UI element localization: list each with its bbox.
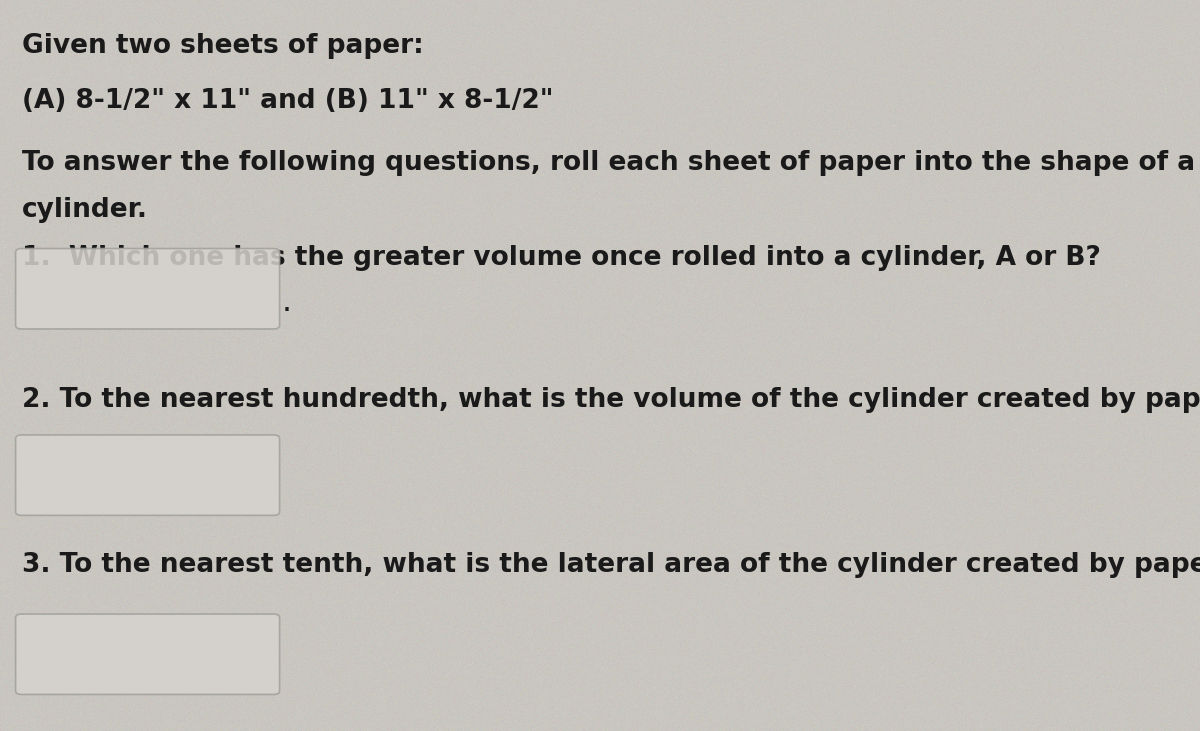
Text: 3. To the nearest tenth, what is the lateral area of the cylinder created by pap: 3. To the nearest tenth, what is the lat…	[22, 552, 1200, 578]
Text: (A) 8-1/2" x 11" and (B) 11" x 8-1/2": (A) 8-1/2" x 11" and (B) 11" x 8-1/2"	[22, 88, 553, 114]
Text: .: .	[282, 287, 292, 318]
Text: 1.  Which one has the greater volume once rolled into a cylinder, A or B?: 1. Which one has the greater volume once…	[22, 245, 1100, 271]
Text: Given two sheets of paper:: Given two sheets of paper:	[22, 33, 424, 59]
FancyBboxPatch shape	[16, 614, 280, 694]
FancyBboxPatch shape	[16, 435, 280, 515]
Text: 2. To the nearest hundredth, what is the volume of the cylinder created by paper: 2. To the nearest hundredth, what is the…	[22, 387, 1200, 414]
FancyBboxPatch shape	[16, 249, 280, 329]
Text: cylinder.: cylinder.	[22, 197, 148, 224]
Text: To answer the following questions, roll each sheet of paper into the shape of a: To answer the following questions, roll …	[22, 150, 1195, 176]
